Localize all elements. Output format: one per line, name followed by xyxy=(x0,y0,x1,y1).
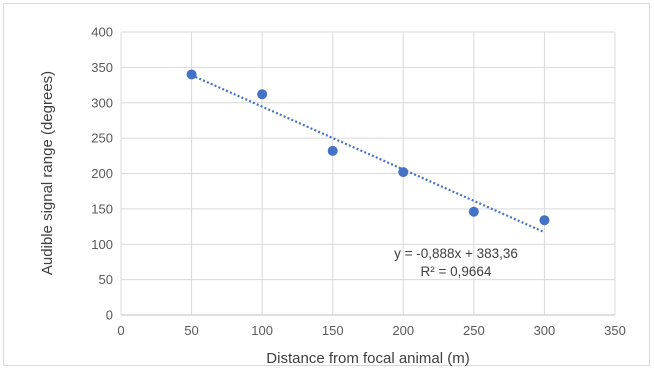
gridlines xyxy=(120,31,616,316)
y-tick-50: 50 xyxy=(99,272,113,287)
y-tick-400: 400 xyxy=(91,25,113,40)
y-tick-labels: 0 50 100 150 200 250 300 350 400 xyxy=(91,25,113,323)
x-tick-350: 350 xyxy=(604,323,626,338)
data-point-200 xyxy=(398,167,409,178)
data-point-150 xyxy=(327,145,338,156)
x-tick-150: 150 xyxy=(322,323,344,338)
data-point-250 xyxy=(468,206,479,217)
y-tick-0: 0 xyxy=(106,308,113,323)
y-tick-100: 100 xyxy=(91,237,113,252)
data-point-50 xyxy=(186,69,197,80)
trendline-group xyxy=(191,74,545,234)
x-tick-50: 50 xyxy=(184,323,198,338)
data-point-300 xyxy=(539,215,550,226)
chart-frame xyxy=(3,3,650,366)
y-tick-350: 350 xyxy=(91,60,113,75)
data-point-100 xyxy=(257,89,268,100)
r-squared-label: R² = 0,9664 xyxy=(421,264,492,279)
y-tick-200: 200 xyxy=(91,166,113,181)
y-axis-title: Audible signal range (degrees) xyxy=(39,71,56,275)
x-tick-300: 300 xyxy=(534,323,556,338)
x-tick-0: 0 xyxy=(117,323,124,338)
data-points xyxy=(186,69,550,226)
trendline xyxy=(191,74,545,234)
x-tick-250: 250 xyxy=(463,323,485,338)
x-tick-labels: 0 50 100 150 200 250 300 350 xyxy=(117,323,625,338)
trendline-equation: y = -0,888x + 383,36 xyxy=(394,246,518,261)
y-tick-150: 150 xyxy=(91,201,113,216)
x-axis-title: Distance from focal animal (m) xyxy=(266,350,469,367)
y-tick-300: 300 xyxy=(91,95,113,110)
x-tick-200: 200 xyxy=(392,323,414,338)
x-tick-100: 100 xyxy=(251,323,273,338)
y-tick-250: 250 xyxy=(91,131,113,146)
